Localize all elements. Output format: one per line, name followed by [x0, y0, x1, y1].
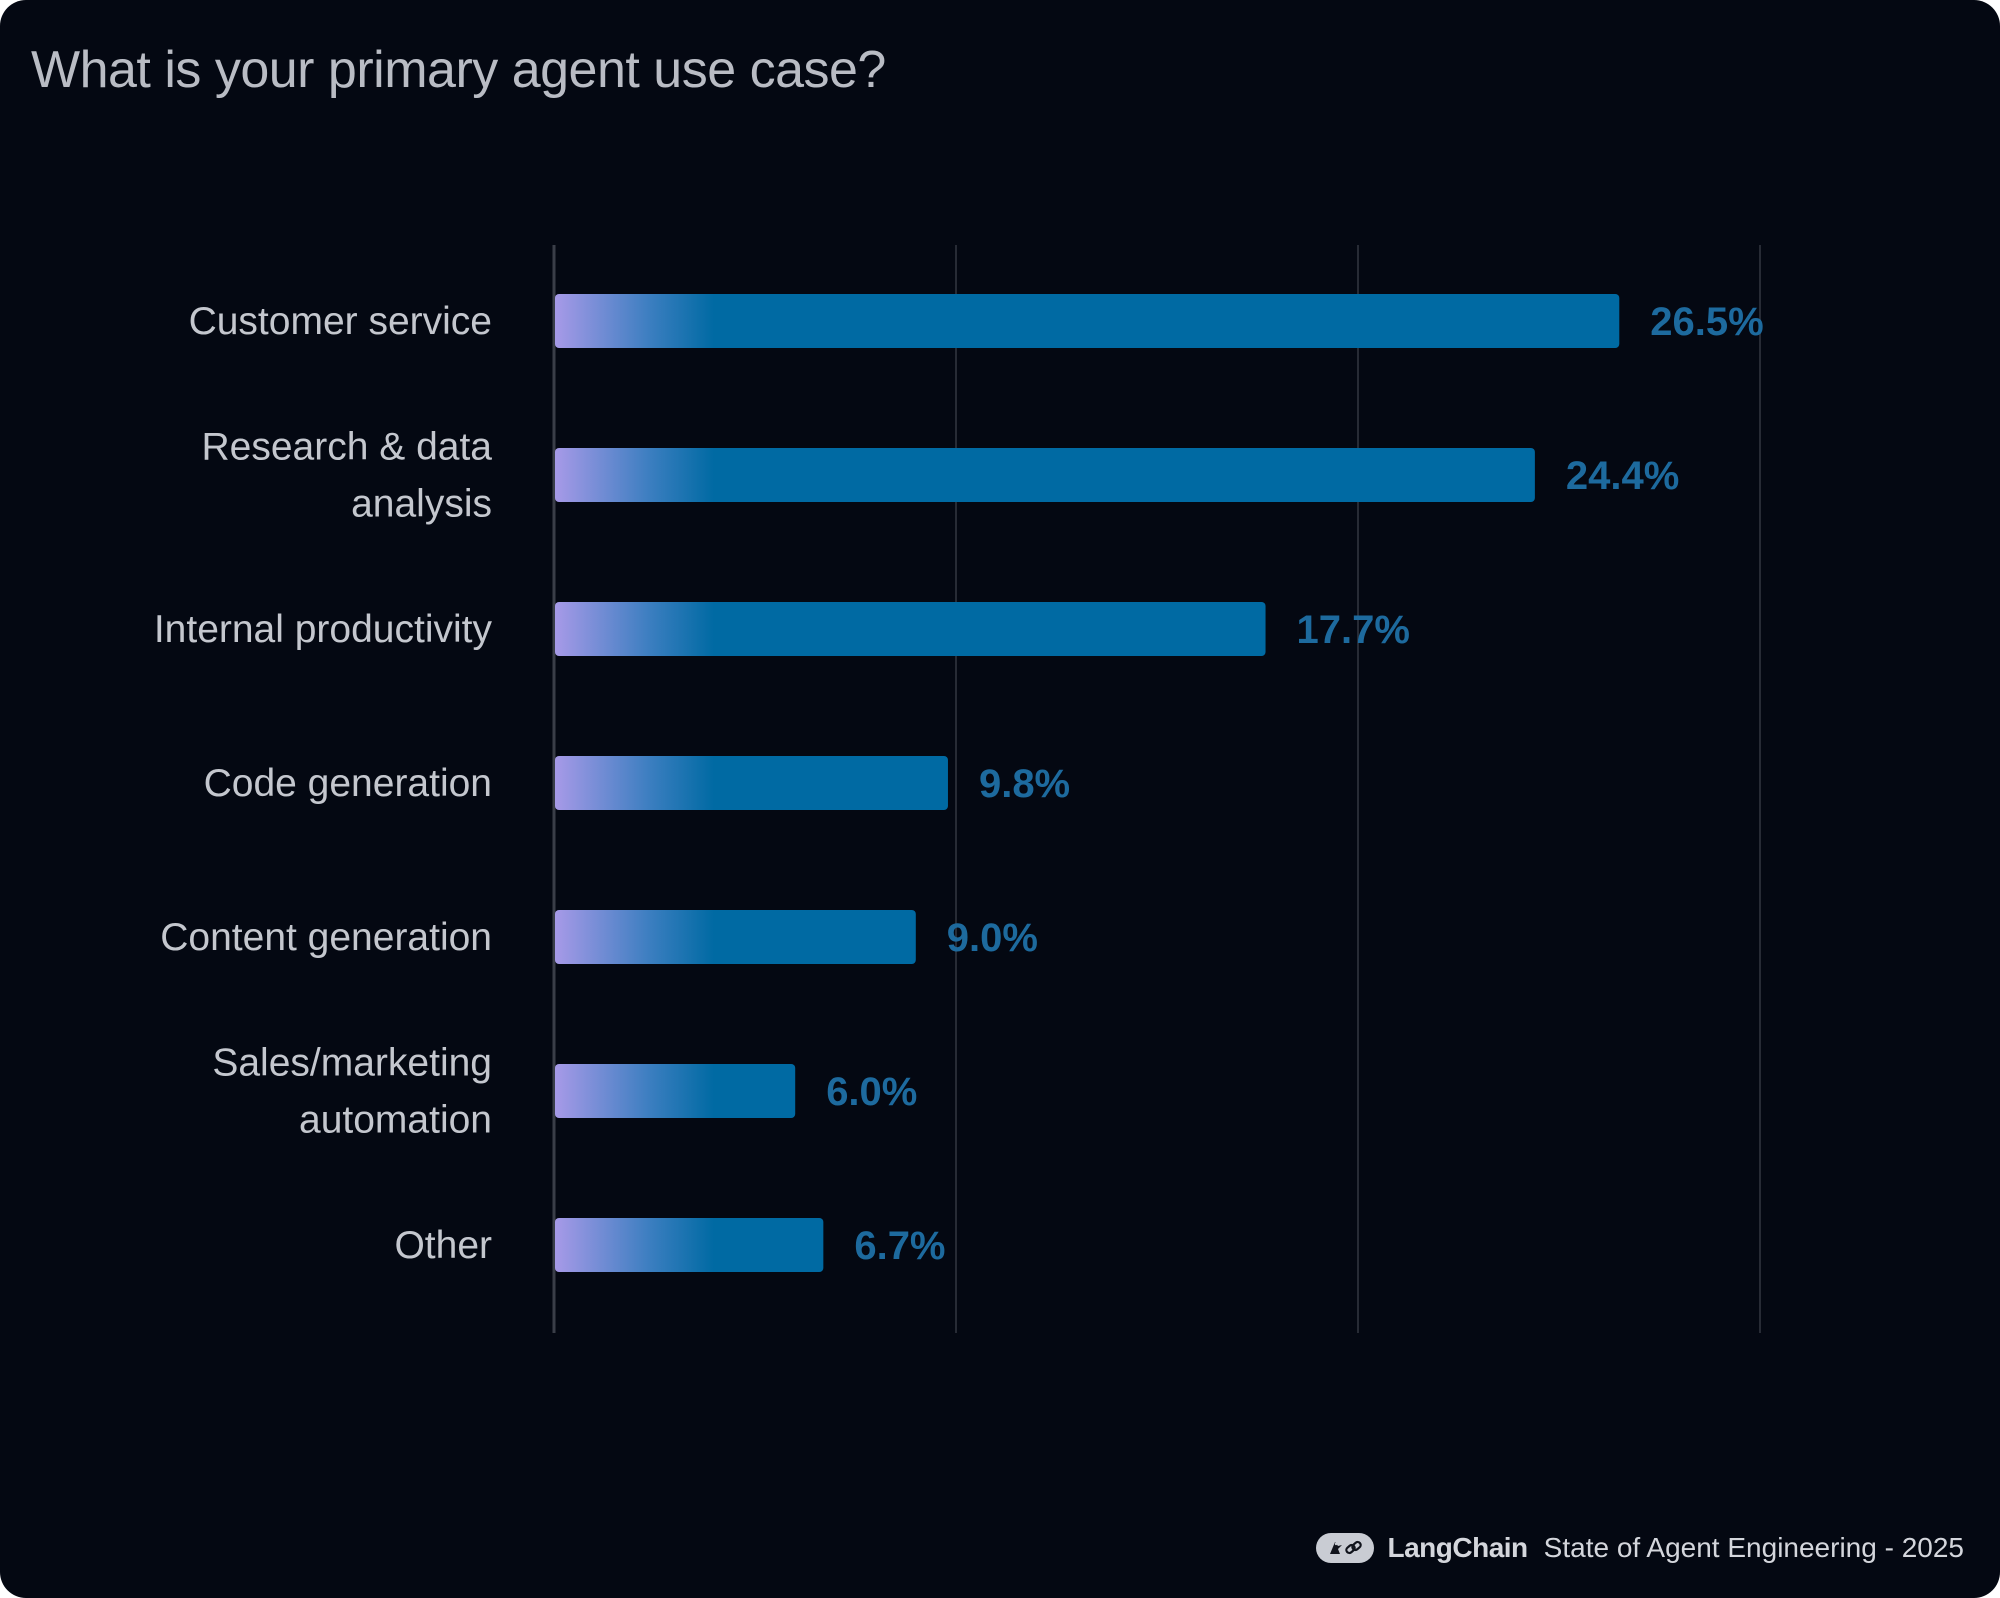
category-label: Research & data analysis [201, 426, 492, 526]
bar-value-label: 6.0% [826, 1070, 917, 1114]
bar [555, 910, 916, 964]
bar [555, 602, 1266, 656]
category-label: Internal productivity [154, 608, 493, 651]
bar-value-label: 9.0% [947, 916, 1038, 960]
bar-value-label: 6.7% [854, 1224, 945, 1268]
bar [555, 1218, 824, 1272]
category-label: Content generation [160, 916, 492, 959]
bar [555, 1064, 796, 1118]
langchain-logo-icon [1315, 1533, 1374, 1563]
brand-name: LangChain [1387, 1532, 1529, 1563]
category-label: Sales/marketing automation [212, 1042, 492, 1142]
category-label: Customer service [189, 300, 492, 343]
bar-value-label: 9.8% [979, 762, 1070, 806]
bar [555, 294, 1620, 348]
bar-value-label: 17.7% [1297, 608, 1410, 652]
category-label: Code generation [204, 762, 492, 805]
bar [555, 448, 1535, 502]
report-title: State of Agent Engineering - 2025 [1543, 1532, 1964, 1563]
footer: LangChain State of Agent Engineering - 2… [1315, 1528, 1964, 1568]
bar-value-label: 24.4% [1566, 454, 1679, 498]
chart-title: What is your primary agent use case? [31, 41, 886, 99]
bar [555, 756, 948, 810]
category-label: Other [394, 1224, 492, 1267]
bar-value-label: 26.5% [1650, 300, 1763, 344]
